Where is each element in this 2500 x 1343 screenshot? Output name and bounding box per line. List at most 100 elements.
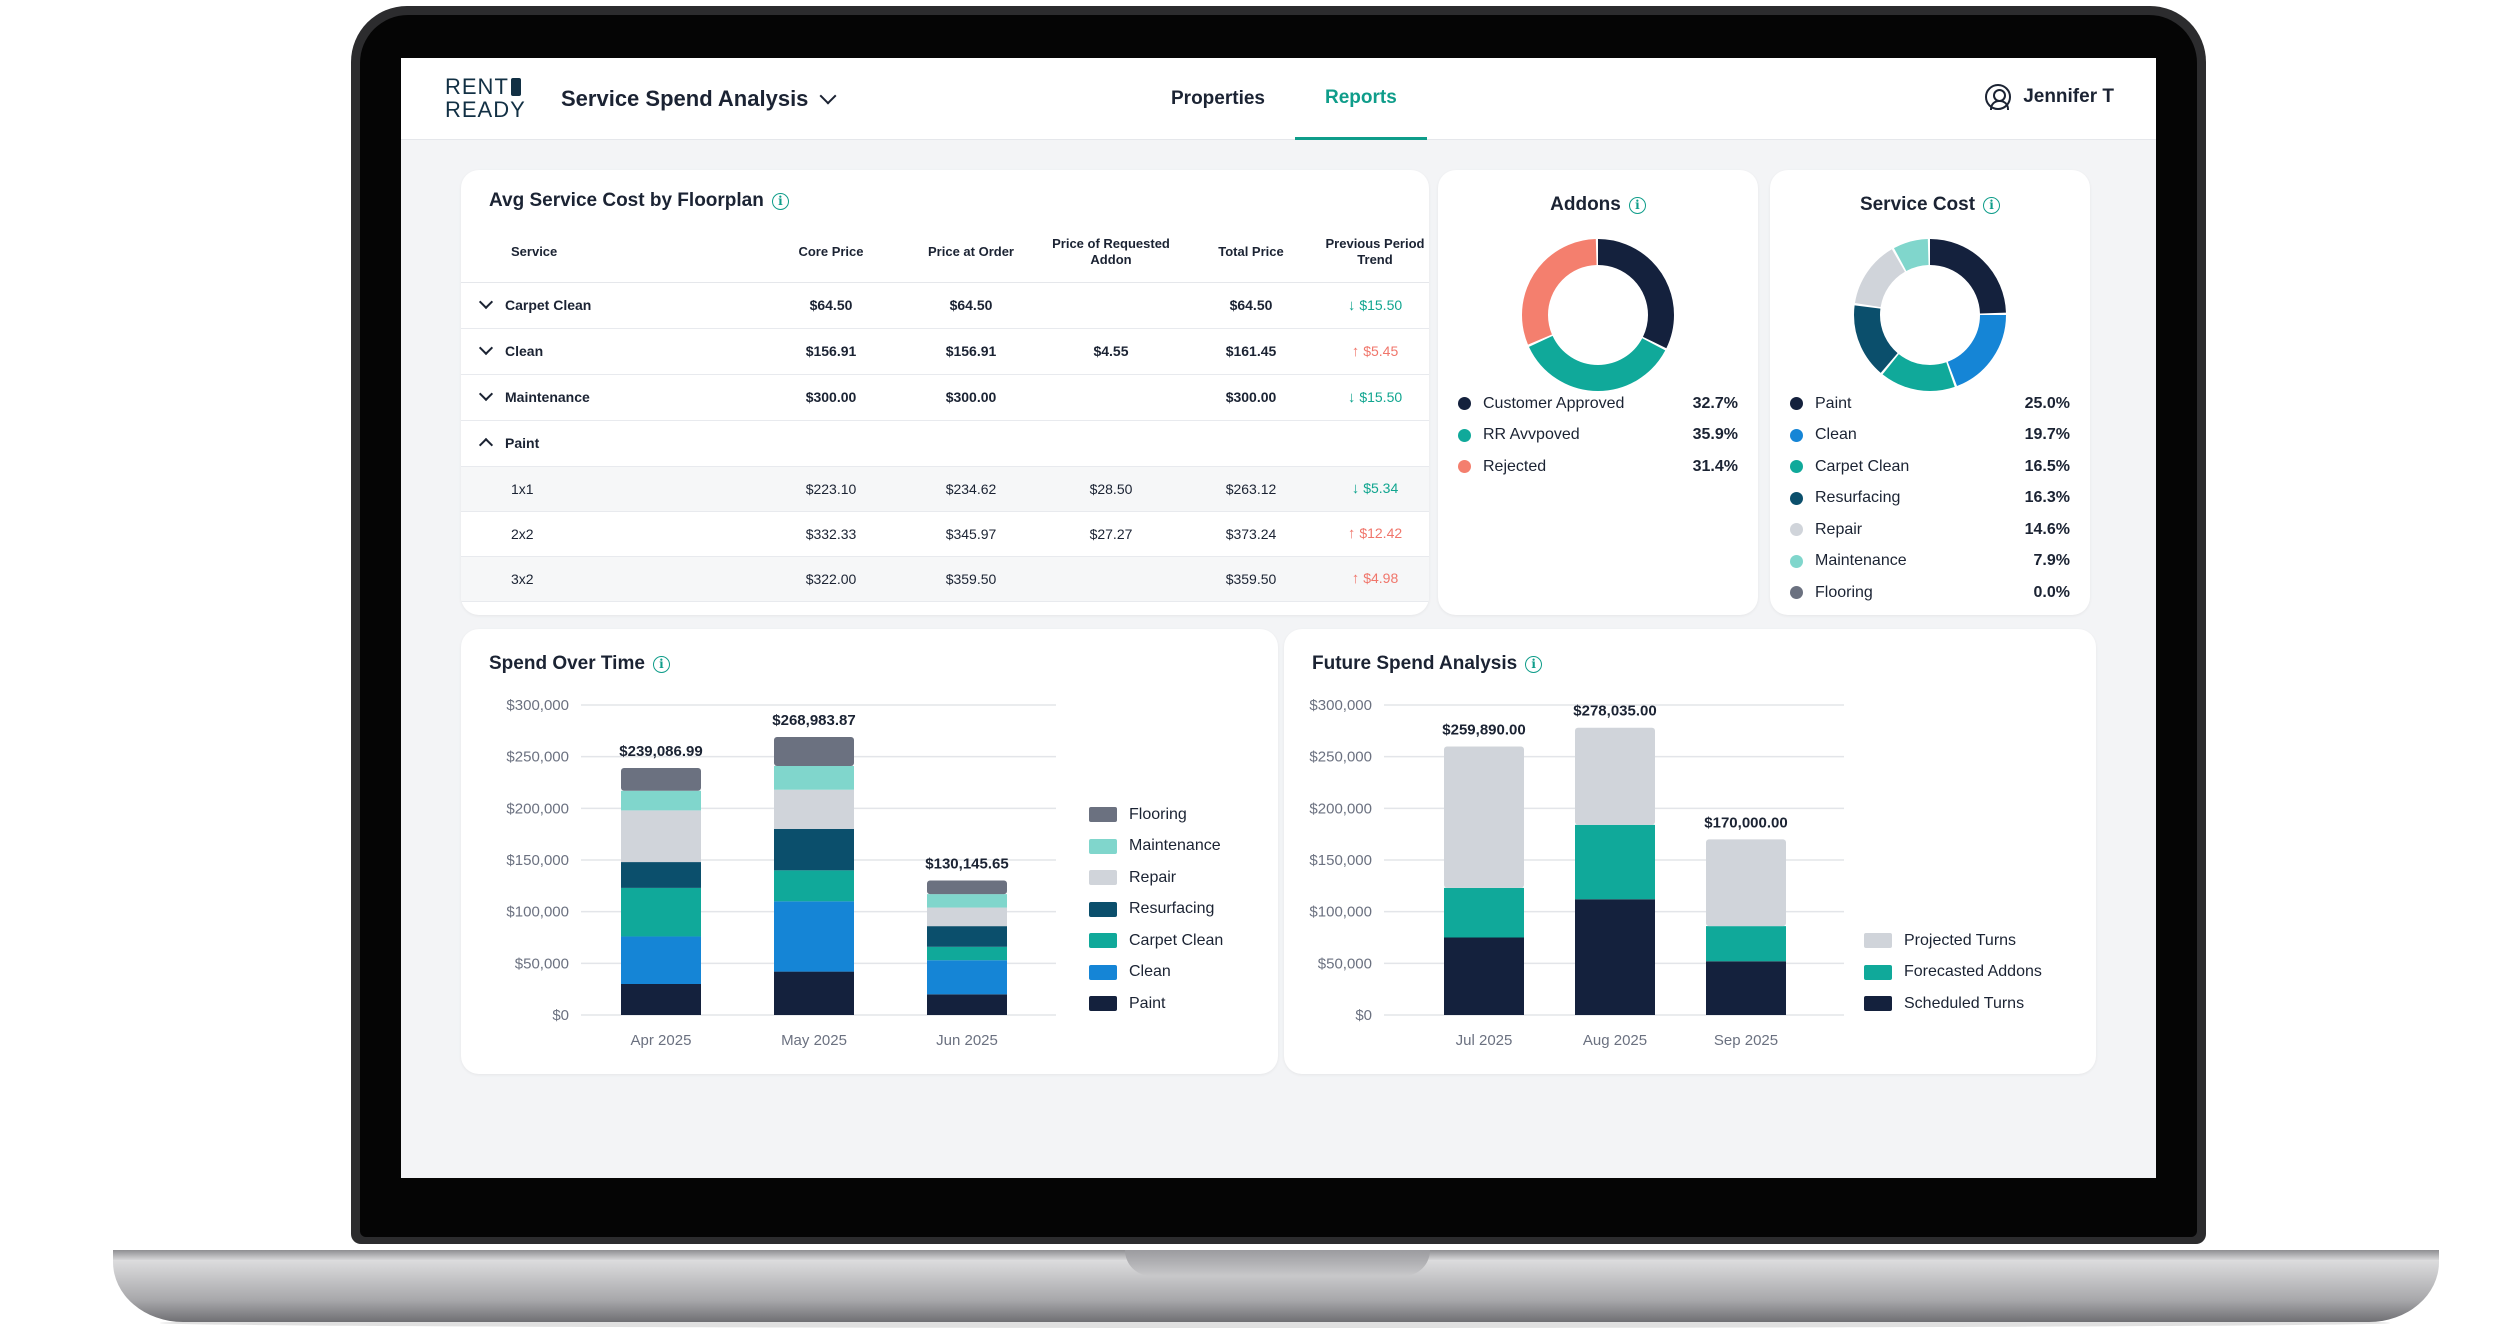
- donut-slice-carpet-clean[interactable]: [1854, 239, 2006, 391]
- bar-segment-scheduled-turns[interactable]: [1575, 899, 1655, 1015]
- col-header-trend[interactable]: Previous Period Trend: [1321, 222, 1429, 283]
- x-tick-label: Apr 2025: [631, 1032, 692, 1049]
- legend-item[interactable]: Resurfacing 16.3%: [1790, 483, 2070, 515]
- service-name: Carpet Clean: [505, 297, 592, 313]
- legend-item[interactable]: Clean: [1089, 957, 1223, 989]
- legend-item[interactable]: Scheduled Turns: [1864, 988, 2042, 1020]
- bar-segment-repair[interactable]: [774, 789, 854, 829]
- legend-item[interactable]: Rejected 31.4%: [1458, 451, 1738, 483]
- logo-mark: [510, 78, 521, 96]
- legend-item[interactable]: Clean 19.7%: [1790, 420, 2070, 452]
- col-header-service[interactable]: Service: [461, 222, 761, 283]
- nav-tab-properties[interactable]: Properties: [1171, 88, 1265, 109]
- cell-price-at-order: $64.50: [901, 282, 1041, 329]
- bar-segment-forecasted-addons[interactable]: [1444, 887, 1524, 938]
- col-header-price-at-order[interactable]: Price at Order: [901, 222, 1041, 283]
- legend-item[interactable]: Maintenance 7.9%: [1790, 546, 2070, 578]
- legend-label: Paint: [1815, 394, 1852, 412]
- trend-indicator: ↓ $15.50: [1348, 389, 1402, 406]
- legend-dot: [1790, 554, 1803, 568]
- info-icon[interactable]: i: [652, 655, 670, 673]
- bar-segment-carpet-clean[interactable]: [621, 887, 701, 937]
- bar-segment-paint[interactable]: [927, 994, 1007, 1015]
- info-icon[interactable]: i: [1983, 196, 2001, 214]
- donut-slice-paint[interactable]: [1854, 239, 2006, 391]
- cell-price-at-order: $300.00: [901, 374, 1041, 421]
- legend-item[interactable]: Maintenance: [1089, 831, 1223, 863]
- legend-label: Carpet Clean: [1129, 931, 1224, 949]
- bar-segment-paint[interactable]: [774, 971, 854, 1015]
- y-tick-label: $0: [1355, 1007, 1372, 1024]
- chevron-down-icon: [819, 87, 837, 105]
- cell-requested-addon: $28.50: [1041, 466, 1181, 512]
- bar-segment-repair[interactable]: [621, 810, 701, 863]
- bar-segment-paint[interactable]: [621, 984, 701, 1015]
- report-selector[interactable]: Service Spend Analysis: [561, 86, 837, 112]
- chevron-down-icon[interactable]: [478, 386, 494, 402]
- legend-item[interactable]: Flooring 0.0%: [1790, 577, 2070, 609]
- bar-segment-clean[interactable]: [927, 960, 1007, 995]
- floorplan-cost-card: Avg Service Cost by Floorplan i Service …: [461, 170, 1429, 615]
- info-icon[interactable]: i: [1628, 196, 1646, 214]
- legend-item[interactable]: Carpet Clean 16.5%: [1790, 451, 2070, 483]
- table-row[interactable]: Maintenance $300.00 $300.00 $300.00 ↓ $15.50: [461, 374, 1429, 421]
- col-header-total-price[interactable]: Total Price: [1181, 222, 1321, 283]
- col-header-requested-addon[interactable]: Price of Requested Addon: [1041, 222, 1181, 283]
- bar-segment-projected-turns[interactable]: [1575, 727, 1655, 825]
- bar-segment-maintenance[interactable]: [621, 790, 701, 811]
- donut-slice-resurfacing[interactable]: [1854, 239, 2006, 391]
- bar-segment-forecasted-addons[interactable]: [1575, 824, 1655, 900]
- bar-segment-projected-turns[interactable]: [1706, 839, 1786, 927]
- bar-segment-clean[interactable]: [774, 901, 854, 972]
- cell-price-at-order: $359.50: [901, 556, 1041, 602]
- legend-swatch: [1089, 838, 1117, 854]
- bar-segment-resurfacing[interactable]: [774, 829, 854, 871]
- col-header-core-price[interactable]: Core Price: [761, 222, 901, 283]
- chevron-down-icon[interactable]: [478, 294, 494, 310]
- legend-item[interactable]: Carpet Clean: [1089, 925, 1223, 957]
- donut-slice-rejected[interactable]: [1522, 239, 1674, 391]
- legend-item[interactable]: Repair: [1089, 862, 1223, 894]
- chevron-down-icon[interactable]: [478, 340, 494, 356]
- table-row[interactable]: Paint: [461, 420, 1429, 467]
- bar-segment-resurfacing[interactable]: [927, 926, 1007, 947]
- legend-item[interactable]: Customer Approved 32.7%: [1458, 388, 1738, 420]
- user-menu[interactable]: Jennifer T: [1985, 84, 2114, 110]
- bar-segment-projected-turns[interactable]: [1444, 746, 1524, 888]
- donut-slice-rr-avvpoved[interactable]: [1522, 239, 1674, 391]
- legend-item[interactable]: Flooring: [1089, 799, 1223, 831]
- legend-label: Projected Turns: [1904, 931, 2017, 949]
- bar-segment-resurfacing[interactable]: [621, 862, 701, 888]
- legend-item[interactable]: Projected Turns: [1864, 925, 2042, 957]
- legend-label: Scheduled Turns: [1904, 994, 2025, 1012]
- rentready-logo[interactable]: RENT READY: [445, 75, 526, 121]
- donut-slice-customer-approved[interactable]: [1522, 239, 1674, 391]
- bar-segment-repair[interactable]: [927, 907, 1007, 927]
- nav-tab-reports[interactable]: Reports: [1294, 58, 1427, 140]
- bar-segment-clean[interactable]: [621, 936, 701, 984]
- info-icon[interactable]: i: [771, 192, 789, 210]
- legend-item[interactable]: Paint: [1089, 988, 1223, 1020]
- bar-segment-flooring[interactable]: [927, 880, 1007, 895]
- bar-segment-scheduled-turns[interactable]: [1444, 937, 1524, 1016]
- bar-segment-flooring[interactable]: [774, 737, 854, 766]
- bar-segment-scheduled-turns[interactable]: [1706, 961, 1786, 1015]
- table-row[interactable]: Clean $156.91 $156.91 $4.55 $161.45 ↑ $5.45: [461, 328, 1429, 375]
- legend-item[interactable]: Resurfacing: [1089, 894, 1223, 926]
- bar-segment-forecasted-addons[interactable]: [1706, 926, 1786, 962]
- legend-item[interactable]: Forecasted Addons: [1864, 957, 2042, 989]
- info-icon[interactable]: i: [1525, 655, 1543, 673]
- bar-segment-carpet-clean[interactable]: [774, 870, 854, 902]
- legend-item[interactable]: Paint 25.0%: [1790, 388, 2070, 420]
- trend-value: $12.42: [1359, 525, 1403, 541]
- legend-item[interactable]: Repair 14.6%: [1790, 514, 2070, 546]
- bar-segment-flooring[interactable]: [621, 767, 701, 791]
- table-row[interactable]: Carpet Clean $64.50 $64.50 $64.50 ↓ $15.50: [461, 282, 1429, 329]
- bar-segment-maintenance[interactable]: [774, 765, 854, 790]
- cell-trend: ↑ $12.42: [1321, 511, 1429, 557]
- bar-segment-carpet-clean[interactable]: [927, 946, 1007, 961]
- floorplan-card-title: Avg Service Cost by Floorplan i: [489, 190, 789, 212]
- legend-item[interactable]: RR Avvpoved 35.9%: [1458, 420, 1738, 452]
- chevron-up-icon[interactable]: [478, 437, 494, 453]
- bar-segment-maintenance[interactable]: [927, 894, 1007, 908]
